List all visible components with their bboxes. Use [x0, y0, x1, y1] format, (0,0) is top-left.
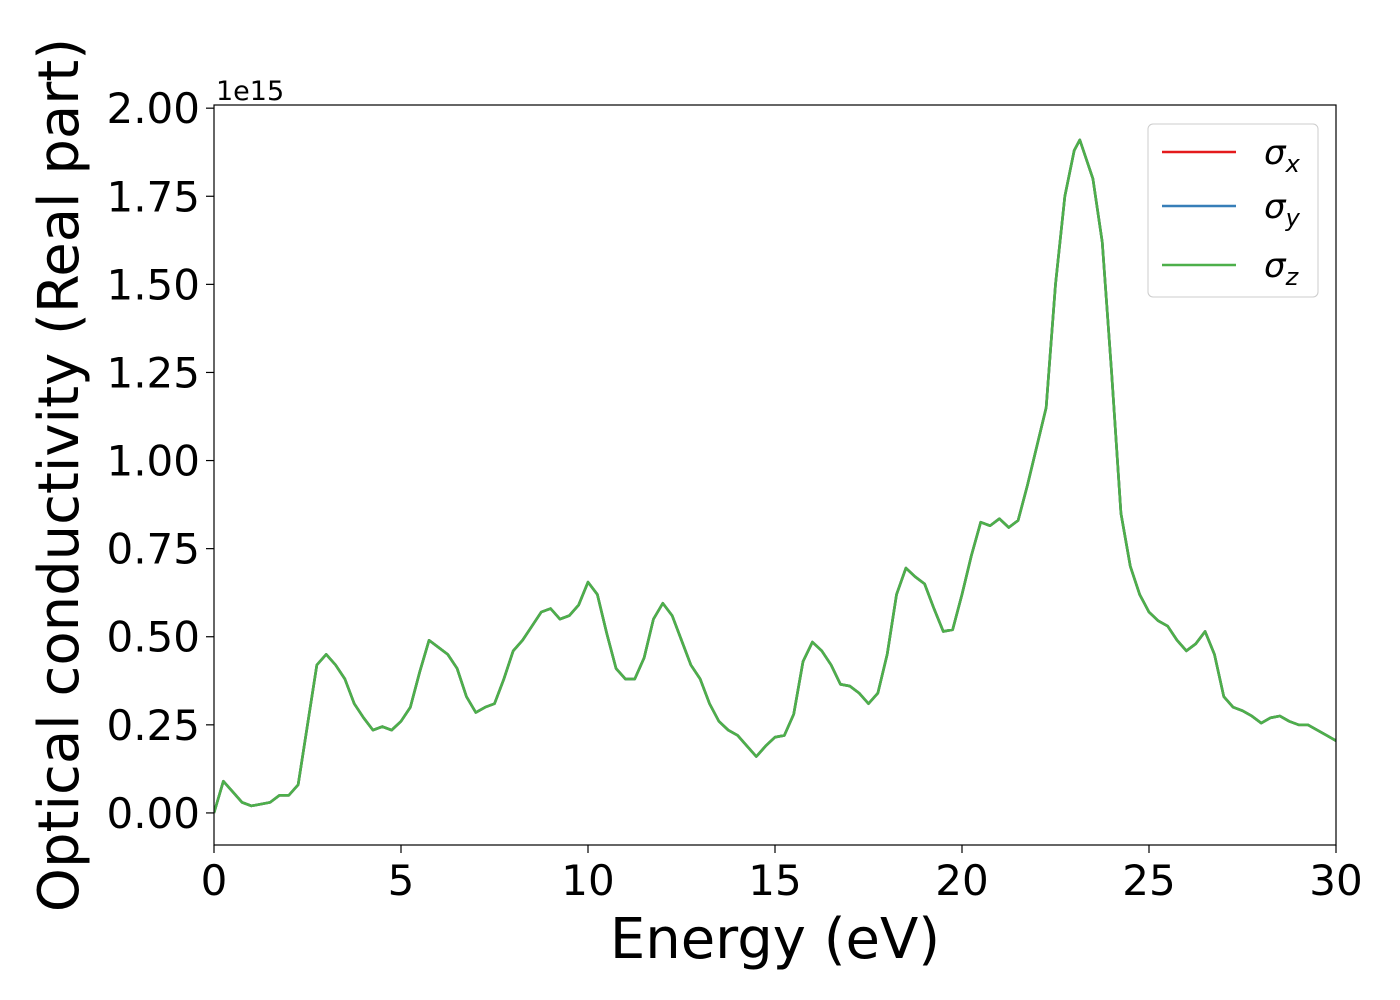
x-tick-label: 30 [1309, 856, 1362, 905]
y-tick-label: 2.00 [106, 84, 200, 133]
x-axis-label: Energy (eV) [610, 907, 940, 972]
x-tick-label: 20 [935, 856, 988, 905]
y-tick-label: 0.75 [106, 525, 200, 574]
x-tick-label: 10 [561, 856, 614, 905]
y-axis-label: Optical conductivity (Real part) [27, 38, 92, 912]
y-offset-label: 1e15 [216, 76, 284, 107]
x-tick-label: 15 [748, 856, 801, 905]
y-tick-label: 1.75 [106, 172, 200, 221]
legend: σx σy σz [1147, 123, 1319, 298]
legend-box [1147, 123, 1319, 298]
series-line [214, 138, 1336, 814]
legend-label: σz [1264, 246, 1300, 291]
y-tick-label: 1.00 [106, 437, 200, 486]
y-tick-label: 1.50 [106, 260, 200, 309]
legend-label: σy [1264, 187, 1301, 232]
y-tick-label: 0.00 [106, 789, 200, 838]
y-tick-label: 0.50 [106, 613, 200, 662]
y-tick-label: 0.25 [106, 701, 200, 750]
plot-frame [213, 104, 1337, 846]
legend-label: σx [1264, 133, 1301, 178]
x-tick-label: 5 [388, 856, 415, 905]
y-tick-label: 1.25 [106, 348, 200, 397]
x-tick-label: 0 [201, 856, 228, 905]
x-tick-label: 25 [1122, 856, 1175, 905]
